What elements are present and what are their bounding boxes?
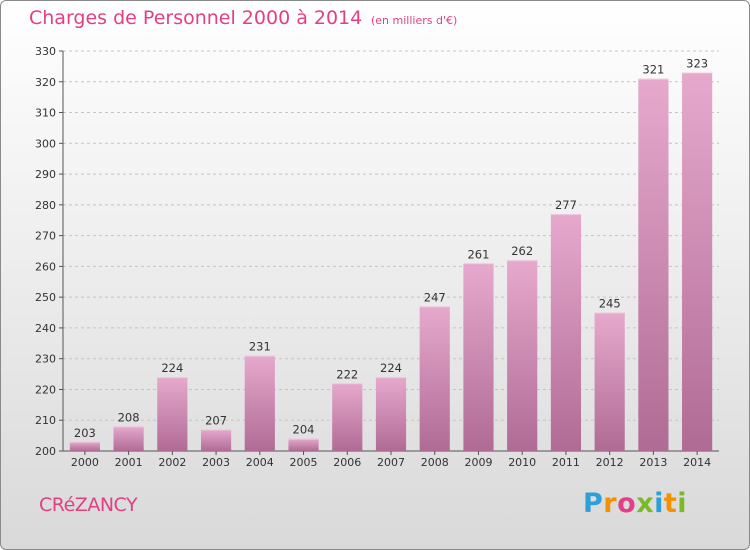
y-tick-label: 310 [35, 107, 56, 120]
y-tick-label: 330 [35, 45, 56, 58]
x-tick-label-2000: 2000 [71, 456, 99, 469]
x-tick-label-2012: 2012 [596, 456, 624, 469]
x-tick-label-2005: 2005 [290, 456, 318, 469]
bar-2011 [550, 214, 582, 451]
chart-title: Charges de Personnel 2000 à 2014 [29, 7, 363, 29]
data-label-2000: 203 [74, 426, 96, 440]
bar-2007 [375, 377, 407, 451]
y-tick-label: 260 [35, 260, 56, 273]
bar-2001 [113, 426, 144, 451]
x-tick-label-2014: 2014 [683, 456, 711, 469]
bar-2014 [682, 72, 713, 452]
x-tick-label-2001: 2001 [115, 456, 143, 469]
bar-2003 [200, 429, 232, 451]
x-tick-label-2006: 2006 [333, 456, 361, 469]
y-tick-label: 270 [35, 230, 56, 243]
data-label-2006: 222 [336, 367, 358, 381]
x-tick-label-2008: 2008 [421, 456, 449, 469]
y-tick-label: 300 [35, 137, 56, 150]
bar-2004 [244, 355, 275, 451]
logo-letter: o [617, 488, 637, 519]
x-tick-label-2007: 2007 [377, 456, 405, 469]
x-tick-label-2009: 2009 [464, 456, 492, 469]
chart-subtitle: (en milliers d'€) [371, 14, 458, 27]
logo-letter: i [654, 488, 664, 519]
x-tick-label-2002: 2002 [158, 456, 186, 469]
data-label-2011: 277 [555, 198, 577, 212]
y-tick-label: 320 [35, 76, 56, 89]
logo-letter: x [636, 488, 655, 519]
logo-letter: P [583, 488, 604, 519]
bar-2009 [463, 263, 494, 451]
logo-letter: i [677, 488, 688, 519]
x-tick-label-2004: 2004 [246, 456, 274, 469]
data-label-2003: 207 [205, 413, 227, 427]
bar-2002 [157, 377, 188, 451]
data-label-2005: 204 [293, 423, 315, 437]
data-label-2012: 245 [599, 297, 621, 311]
y-tick-label: 240 [35, 322, 56, 335]
logo-letter: t [663, 488, 678, 519]
data-label-2013: 321 [642, 63, 664, 77]
data-label-2010: 262 [511, 244, 533, 258]
data-label-2014: 323 [686, 57, 708, 71]
data-label-2004: 231 [249, 340, 271, 354]
bar-2005 [288, 438, 319, 451]
y-tick-label: 210 [35, 414, 56, 427]
data-label-2007: 224 [380, 361, 402, 375]
bar-2008 [419, 306, 450, 451]
bar-2013 [638, 78, 669, 451]
data-label-2001: 208 [118, 410, 140, 424]
bar-2000 [69, 441, 100, 451]
y-tick-label: 290 [35, 168, 56, 181]
bar-2010 [507, 260, 538, 451]
data-label-2008: 247 [424, 290, 446, 304]
data-label-2009: 261 [467, 247, 489, 261]
x-tick-label-2013: 2013 [639, 456, 667, 469]
y-tick-label: 250 [35, 291, 56, 304]
bar-2012 [594, 312, 625, 451]
x-tick-label-2010: 2010 [508, 456, 536, 469]
bar-2006 [332, 383, 363, 451]
data-label-2002: 224 [161, 361, 183, 375]
y-tick-label: 200 [35, 445, 56, 458]
commune-name: CRéZANCY [39, 494, 138, 516]
y-tick-label: 220 [35, 383, 56, 396]
logo-letter: r [603, 488, 618, 519]
x-tick-label-2011: 2011 [552, 456, 580, 469]
x-tick-label-2003: 2003 [202, 456, 230, 469]
proxiti-logo: Proxiti [583, 488, 687, 519]
y-tick-label: 280 [35, 199, 56, 212]
y-tick-label: 230 [35, 353, 56, 366]
